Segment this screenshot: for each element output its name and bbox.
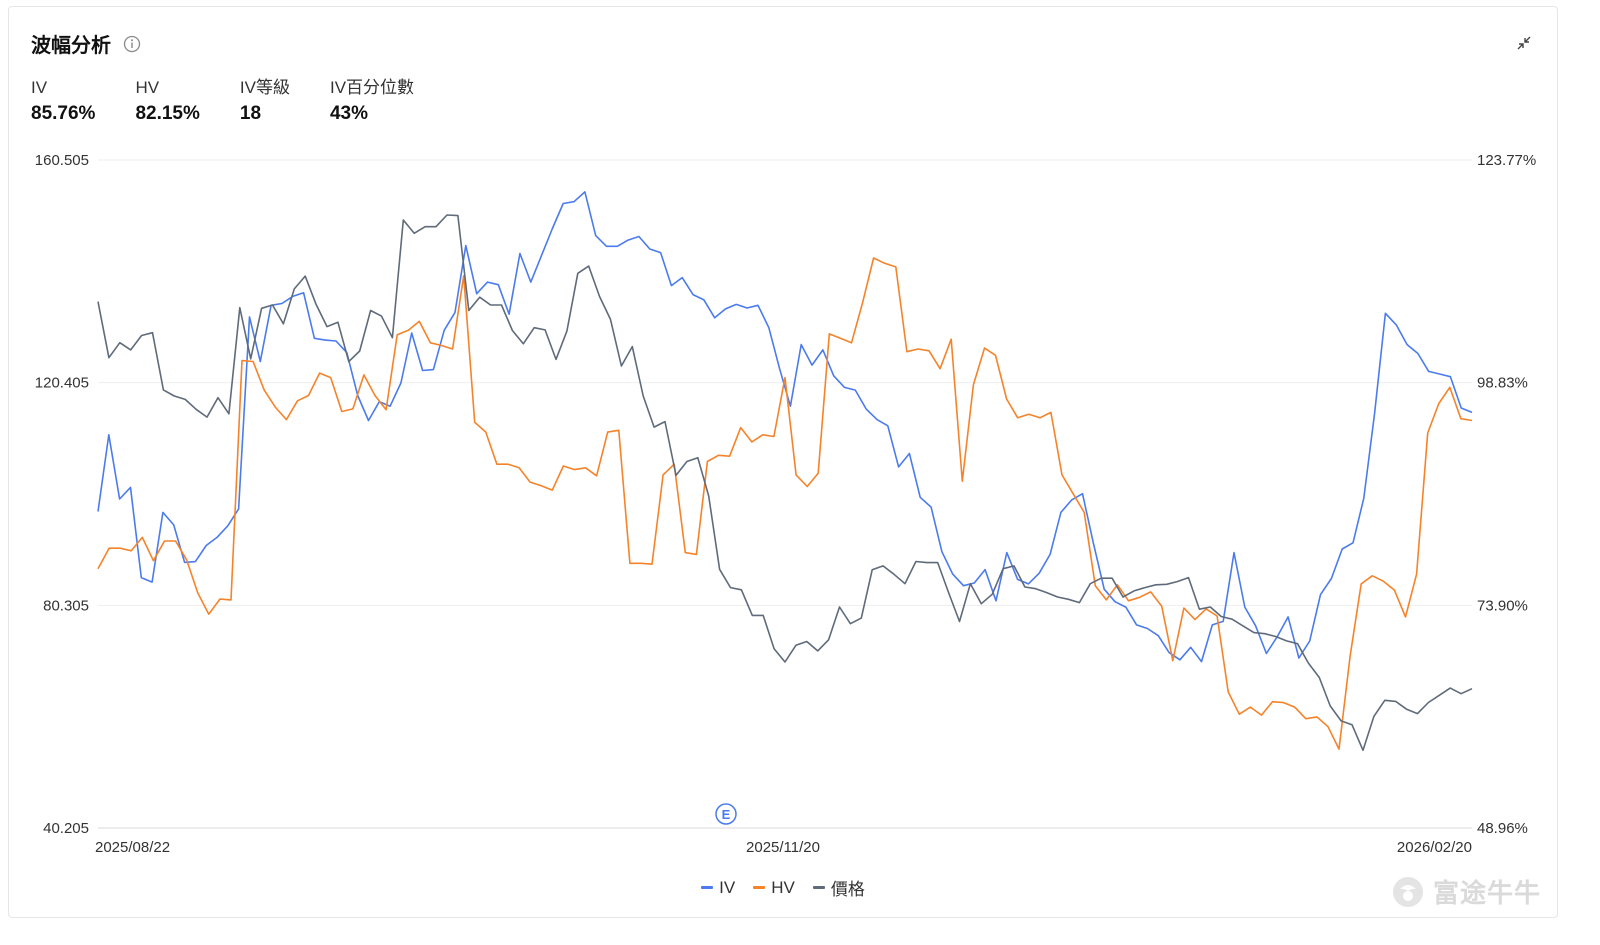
stats-row: IV 85.76% HV 82.15% IV等級 18 IV百分位數 43%	[31, 77, 454, 129]
right-axis-tick: 73.90%	[1477, 597, 1528, 614]
series-line-hv	[97, 257, 1473, 750]
title-row: 波幅分析	[31, 29, 141, 58]
volatility-chart[interactable]: 160.505 123.77% 120.405 98.83% 80.305 73.90% 4…	[9, 7, 1557, 867]
stat-value: 82.15%	[135, 103, 200, 124]
left-axis-tick: 120.405	[35, 375, 89, 392]
legend-swatch	[812, 886, 825, 889]
right-axis-tick: 48.96%	[1477, 820, 1528, 837]
x-axis-tick: 2026/02/20	[1397, 839, 1472, 856]
earnings-marker[interactable]: E	[715, 803, 737, 825]
earnings-marker-label: E	[722, 807, 731, 822]
legend-label: 價格	[830, 880, 865, 899]
left-axis-tick: 160.505	[35, 152, 89, 169]
stat-label: IV等級	[239, 78, 290, 97]
bull-logo-icon	[1392, 876, 1423, 907]
chart-legend: IV HV 價格	[9, 875, 1557, 900]
stat-label: IV百分位數	[329, 78, 415, 97]
legend-item-price[interactable]: 價格	[812, 875, 865, 900]
legend-item-hv[interactable]: HV	[753, 875, 795, 900]
stat-iv-rank: IV等級 18	[240, 77, 290, 129]
stat-value: 43%	[329, 103, 368, 124]
series-line-price	[97, 214, 1473, 752]
stat-iv-percentile: IV百分位數 43%	[330, 77, 414, 129]
stat-label: HV	[135, 78, 160, 97]
stat-value: 85.76%	[31, 103, 96, 124]
x-axis-tick: 2025/11/20	[746, 839, 820, 856]
stat-label: IV	[31, 78, 48, 97]
collapse-arrows-icon[interactable]	[1513, 32, 1535, 54]
legend-label: HV	[771, 877, 795, 897]
legend-swatch	[701, 886, 714, 889]
volatility-card: 波幅分析 IV 85.76% HV 82.15% IV等級 18 IV百分位數 …	[8, 6, 1558, 918]
info-icon[interactable]	[123, 35, 141, 53]
stat-hv: HV 82.15%	[135, 77, 199, 129]
watermark-text: 富途牛牛	[1432, 878, 1541, 908]
legend-item-iv[interactable]: IV	[701, 875, 735, 900]
legend-label: IV	[719, 877, 736, 897]
stat-value: 18	[239, 103, 262, 124]
stat-iv: IV 85.76%	[31, 77, 95, 129]
card-title: 波幅分析	[31, 35, 111, 57]
legend-swatch	[753, 886, 766, 889]
left-axis-tick: 40.205	[43, 820, 89, 837]
x-axis-tick: 2025/08/22	[95, 839, 170, 856]
left-axis-tick: 80.305	[43, 597, 89, 614]
right-axis-tick: 98.83%	[1477, 375, 1528, 392]
right-axis-tick: 123.77%	[1477, 152, 1536, 169]
watermark: 富途牛牛	[1391, 873, 1541, 910]
series-line-iv	[97, 191, 1473, 663]
